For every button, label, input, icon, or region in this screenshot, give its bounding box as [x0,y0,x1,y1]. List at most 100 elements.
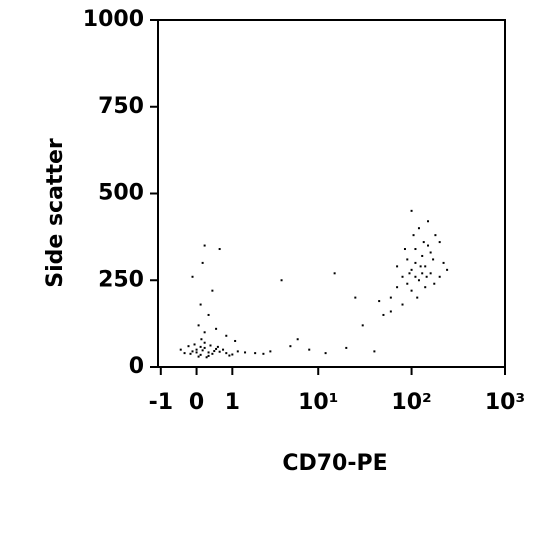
point [199,345,202,348]
point [419,265,422,268]
point [218,248,221,251]
point [324,352,327,355]
point [197,355,200,358]
x-axis-label: CD70-PE [282,451,387,476]
point [234,339,237,342]
y-tick-label: 1000 [83,7,144,32]
point [438,275,441,278]
point [199,303,202,306]
point [354,296,357,299]
point [424,265,427,268]
point [414,275,417,278]
point [333,272,336,275]
x-tick-label: 10³ [485,390,525,415]
point [422,241,425,244]
point [203,244,206,247]
point [203,331,206,334]
point [417,279,420,282]
point [429,272,432,275]
point [193,343,196,346]
point [269,350,272,353]
y-tick-label: 750 [98,94,144,119]
point [417,227,420,230]
point [427,220,430,223]
point [308,348,311,351]
point [434,234,437,237]
point [207,313,210,316]
point [207,351,210,354]
x-tick-label: -1 [149,390,173,415]
point [408,272,411,275]
x-tick-label: 1 [225,390,240,415]
point [424,286,427,289]
point [403,248,406,251]
point [225,334,228,337]
point [401,303,404,306]
y-tick-label: 500 [98,181,144,206]
point [207,354,210,357]
point [203,346,206,349]
point [433,282,436,285]
point [189,352,192,355]
point [200,338,203,341]
point [236,350,239,353]
point [378,300,381,303]
x-tick-label: 10² [391,390,431,415]
point [412,234,415,237]
point [191,350,194,353]
point [414,261,417,264]
point [211,352,214,355]
point [438,241,441,244]
point [183,352,186,355]
point [446,268,449,271]
point [427,244,430,247]
point [213,350,216,353]
point [199,353,202,356]
point [203,341,206,344]
point [373,350,376,353]
point [382,313,385,316]
point [425,275,428,278]
point [222,348,225,351]
point [187,345,190,348]
point [410,289,413,292]
point [201,349,204,352]
point [421,272,424,275]
point [228,354,231,357]
point [406,282,409,285]
point [262,352,265,355]
point [289,345,292,348]
x-tick-label: 10¹ [298,390,338,415]
point [280,279,283,282]
point [179,348,182,351]
point [209,344,212,347]
y-tick-label: 0 [129,354,144,379]
point [205,356,208,359]
point [416,296,419,299]
point [414,248,417,251]
point [442,261,445,264]
point [201,261,204,264]
y-tick-label: 250 [98,267,144,292]
point [225,352,228,355]
point [396,286,399,289]
point [211,289,214,292]
point [396,265,399,268]
x-tick-label: 0 [189,390,204,415]
point [218,350,221,353]
point [421,254,424,257]
point [244,351,247,354]
point [191,275,194,278]
point [231,353,234,356]
point [410,209,413,212]
point [215,347,218,350]
point [432,258,435,261]
point [410,268,413,271]
point [429,251,432,254]
point [215,327,218,330]
point [401,275,404,278]
point [296,338,299,341]
point [389,310,392,313]
point [406,258,409,261]
